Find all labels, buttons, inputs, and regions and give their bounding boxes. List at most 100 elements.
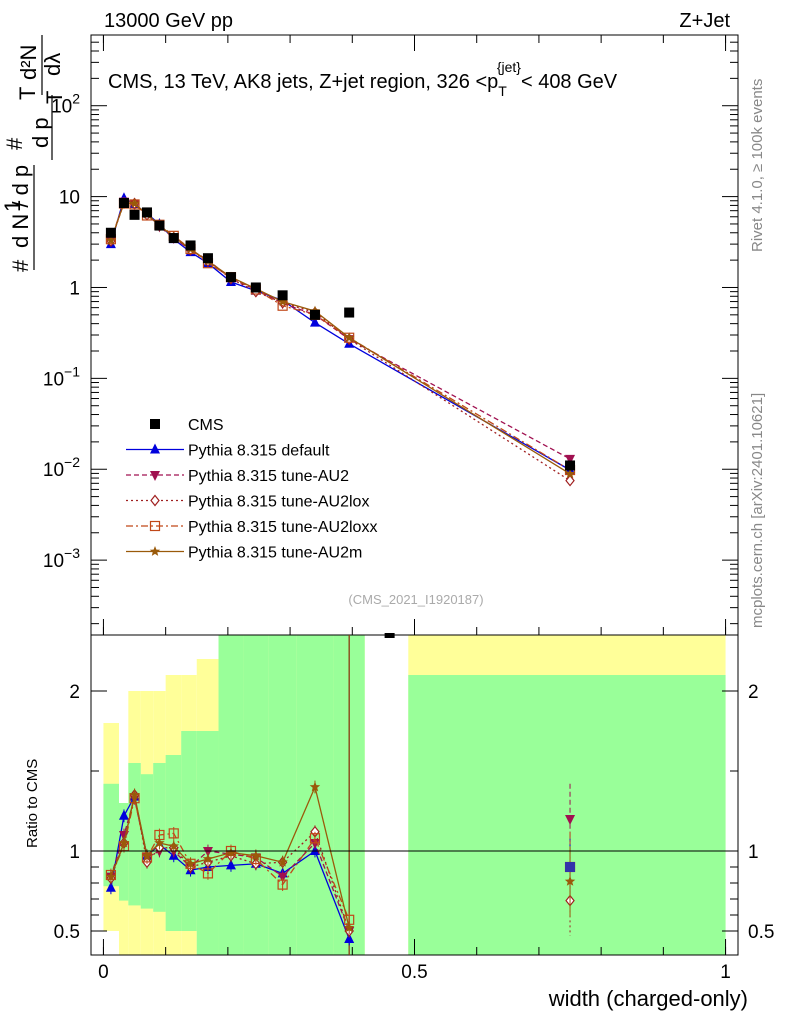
ratio-tick-label-right: 2 (748, 682, 759, 703)
green-band-7 (196, 731, 219, 955)
green-band-8 (218, 635, 244, 955)
x-tick-label: 0 (98, 962, 109, 983)
legend-entry-2: Pythia 8.315 tune-AU2lox (126, 494, 369, 511)
ratio-4-point (154, 837, 165, 848)
green-band-3 (140, 774, 154, 909)
ratio-tick-label: 2 (69, 682, 80, 703)
green-band-9 (243, 635, 269, 955)
ratio-0-point (309, 845, 320, 855)
x-tick-label: 0.5 (401, 962, 427, 983)
legend-label: Pythia 8.315 tune-AU2m (188, 545, 362, 562)
legend-label: Pythia 8.315 tune-AU2 (188, 468, 349, 485)
ratio-4-point (118, 837, 130, 848)
ratio-1-point (565, 815, 576, 825)
green-band-0 (103, 783, 119, 887)
main-series (105, 192, 576, 638)
data-point (141, 207, 152, 218)
legend-entry-3: Pythia 8.315 tune-AU2loxx (126, 519, 377, 536)
legend-label: Pythia 8.315 default (188, 443, 330, 460)
legend-entry-1: Pythia 8.315 tune-AU2 (126, 468, 349, 485)
legend-marker-cms (150, 419, 160, 429)
data-point (250, 282, 261, 293)
y-tick-label: 10−2 (43, 454, 80, 481)
legend: CMS Pythia 8.315 default Pythia 8.315 tune… (126, 417, 377, 562)
ratio-4-point (141, 850, 153, 861)
series-4-point (105, 234, 117, 245)
legend-entry-cms: CMS (150, 417, 224, 434)
y-tick-label: 102 (51, 91, 80, 118)
ratio-4-point (309, 781, 321, 792)
svg-text:#: # (8, 259, 33, 272)
data-point (185, 240, 196, 251)
legend-entry-0: Pythia 8.315 default (126, 443, 330, 460)
ratio-tick-label: 1 (69, 842, 80, 863)
axis-ticks: 0 0.5 1 10−3 10−2 10−1 1 10 102 0.5 0.5 1 1 2 2 (43, 34, 774, 983)
ratio-y-axis-label: Ratio to CMS (24, 759, 41, 848)
main-y-axis-label: # d N / d p T 1 d p T # d²N dλ (0, 35, 67, 272)
svg-text:T: T (15, 87, 40, 100)
y-tick-label: 10 (59, 188, 80, 209)
legend-entry-4: Pythia 8.315 tune-AU2m (126, 545, 362, 562)
ratio-tick-label: 0.5 (54, 922, 80, 943)
y-tick-label: 1 (69, 278, 80, 299)
legend-label: Pythia 8.315 tune-AU2loxx (188, 519, 377, 536)
ratio-4-point (105, 871, 117, 881)
ratio-4-point (250, 850, 262, 861)
svg-text:d²N: d²N (16, 45, 41, 80)
legend-marker (149, 546, 161, 556)
ratio-tick-label-right: 0.5 (748, 922, 774, 943)
uncertainty-bands (103, 635, 726, 955)
chart-title: CMS, 13 TeV, AK8 jets, Z+jet region, 326… (108, 59, 618, 99)
data-point (309, 309, 320, 320)
svg-text:dλ: dλ (40, 53, 65, 76)
ratio-1-point (202, 847, 213, 857)
ratio-0-point (344, 933, 355, 943)
ratio-3-point (277, 879, 288, 890)
data-point (118, 198, 129, 209)
legend-label-cms: CMS (188, 417, 224, 434)
green-band-11 (296, 635, 334, 955)
header-energy-label: 13000 GeV pp (104, 10, 233, 32)
svg-text:d p: d p (28, 117, 53, 148)
header-process-label: Z+Jet (679, 10, 730, 32)
data-point (344, 307, 355, 318)
ratio-4-point (168, 840, 179, 851)
data-point (154, 220, 165, 231)
ratio-4-point (185, 858, 196, 869)
ratio-0-point (118, 809, 129, 820)
ratio-3-point (309, 833, 321, 844)
x-axis-label: width (charged-only) (548, 986, 748, 1011)
green-band-10 (268, 635, 297, 955)
ratio-4-point (202, 853, 214, 864)
green-band-2 (128, 763, 141, 906)
data-point (225, 272, 236, 283)
data-point (384, 633, 395, 638)
mcplots-reference-label: mcplots.cern.ch [arXiv:2401.10621] (749, 393, 766, 628)
ratio-tick-label-right: 1 (748, 842, 759, 863)
legend-marker (150, 494, 160, 507)
ratio-4-point (343, 922, 355, 933)
green-band-6 (181, 731, 197, 931)
y-tick-label: 10−3 (43, 545, 80, 572)
data-point (277, 290, 288, 301)
legend-marker (150, 471, 160, 481)
svg-text:1: 1 (0, 200, 25, 212)
series-0-point (309, 316, 320, 327)
series-4-point (129, 198, 140, 208)
rivet-version-label: Rivet 4.1.0, ≥ 100k events (749, 79, 766, 252)
ratio-3-point (202, 868, 214, 879)
data-point (565, 460, 576, 471)
series-4-point (343, 332, 355, 343)
x-tick-label: 1 (720, 962, 731, 983)
ratio-4-point (564, 875, 576, 886)
ratio-1-point (277, 872, 288, 883)
series-4-point (277, 296, 288, 306)
data-point (168, 233, 179, 244)
legend-marker (149, 520, 161, 532)
ratio-4-point (225, 847, 237, 857)
ratio-4-point (277, 856, 288, 867)
series-2-point (565, 474, 575, 487)
data-point (105, 227, 116, 238)
data-point (202, 253, 213, 264)
